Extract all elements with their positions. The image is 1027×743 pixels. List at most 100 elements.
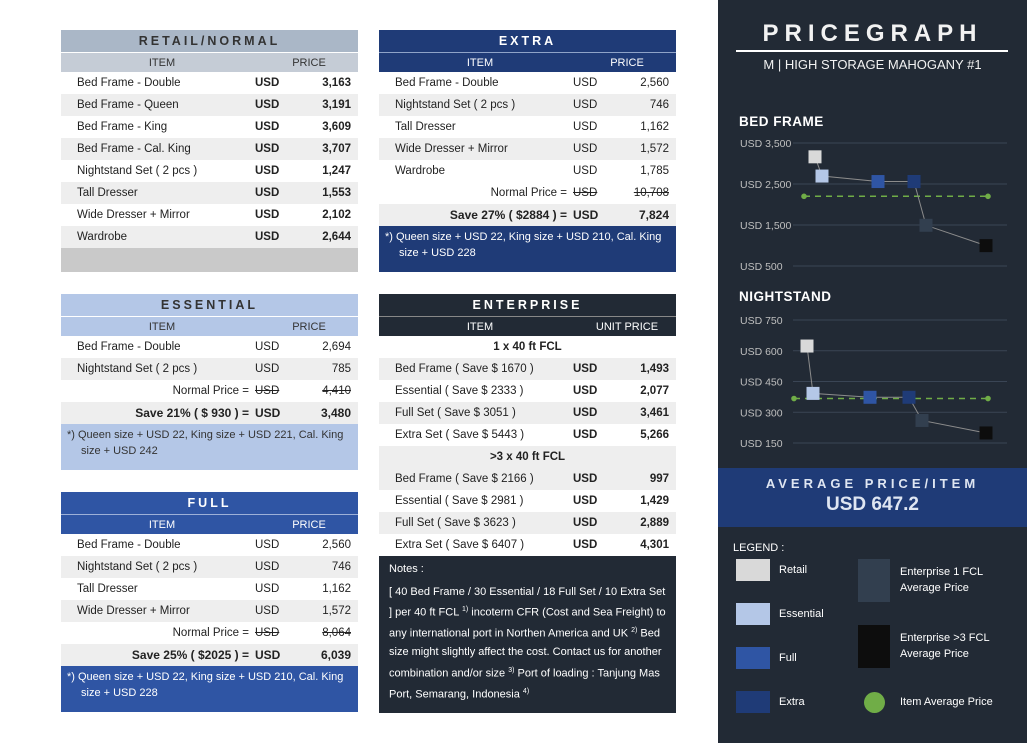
item-name: Full Set ( Save $ 3623 ) — [395, 517, 516, 529]
table-row: Bed Frame - Double USD 2,694 — [61, 336, 358, 358]
table-row: Essential ( Save $ 2333 ) USD 2,077 — [379, 380, 676, 402]
item-name: Full Set ( Save $ 3051 ) — [395, 407, 516, 419]
legend-swatch — [858, 559, 890, 602]
normal-price-value: 4,410 — [322, 385, 351, 397]
brand-divider — [736, 50, 1008, 52]
currency: USD — [573, 495, 598, 507]
table-row: Bed Frame ( Save $ 1670 ) USD 1,493 — [379, 358, 676, 380]
enterprise-column-header: ITEM UNIT PRICE — [379, 316, 676, 336]
item-price: 1,572 — [322, 605, 351, 617]
currency: USD — [573, 143, 598, 155]
table-row: Nightstand Set ( 2 pcs ) USD 746 — [61, 556, 358, 578]
full-title: FULL — [61, 492, 358, 514]
full-price-table: FULL ITEM PRICE Bed Frame - Double USD 2,5… — [61, 492, 358, 712]
nightstand-chart-title: NIGHTSTAND — [739, 289, 832, 304]
notes-part-4: Port of loading : Tanjung Mas Port, Sema… — [389, 667, 660, 701]
retail-rows: Bed Frame - Double USD 3,163 Bed Frame - Qu… — [61, 72, 358, 248]
item-name: Tall Dresser — [77, 583, 138, 595]
item-price: 3,609 — [322, 121, 351, 133]
legend-label: Enterprise 1 FCL Average Price — [900, 566, 983, 594]
normal-price-value: 10,708 — [633, 187, 669, 199]
save-label: Save 25% ( $2025 ) = — [131, 648, 249, 662]
enterprise-price-table: ENTERPRISE ITEM UNIT PRICE 1 x 40 ft FCL… — [379, 294, 676, 713]
product-subtitle: M | HIGH STORAGE MAHOGANY #1 — [763, 57, 982, 72]
item-name: Bed Frame - Double — [77, 539, 181, 551]
legend-swatch — [736, 559, 770, 581]
series-line — [806, 345, 987, 434]
extra-price-table: EXTRA ITEM PRICE Bed Frame - Double USD 2,… — [379, 30, 676, 272]
item-name: Bed Frame ( Save $ 2166 ) — [395, 473, 534, 485]
table-row: Wide Dresser + Mirror USD 2,102 — [61, 204, 358, 226]
legend-swatch — [736, 603, 770, 625]
y-tick-label: USD 3,500 — [740, 138, 792, 150]
save-label: Save 21% ( $ 930 ) = — [135, 406, 249, 420]
item-name: Bed Frame - Queen — [77, 99, 179, 111]
legend-label: Essential — [779, 608, 824, 620]
item-price: 2,889 — [640, 517, 669, 529]
table-row: Bed Frame - Double USD 2,560 — [379, 72, 676, 94]
currency: USD — [573, 517, 598, 529]
item-price: 1,247 — [322, 165, 351, 177]
column-price: PRICE — [292, 519, 326, 531]
currency: USD — [255, 99, 280, 111]
enterprise-group-1-rows: Bed Frame ( Save $ 1670 ) USD 1,493 Essenti… — [379, 358, 676, 446]
currency: USD — [255, 648, 281, 662]
item-name: Bed Frame ( Save $ 1670 ) — [395, 363, 534, 375]
currency: USD — [255, 77, 280, 89]
essential-title: ESSENTIAL — [61, 294, 358, 316]
item-price: 3,191 — [322, 99, 351, 111]
table-row: Wide Dresser + Mirror USD 1,572 — [379, 138, 676, 160]
column-price: PRICE — [610, 57, 644, 69]
item-price: 2,560 — [322, 539, 351, 551]
normal-price-label: Normal Price = — [490, 187, 567, 199]
data-point-enterprise-3-fcl — [979, 239, 993, 253]
column-item: ITEM — [466, 321, 494, 333]
table-row: Bed Frame - Double USD 3,163 — [61, 72, 358, 94]
item-price: 2,644 — [322, 231, 351, 243]
full-rows: Bed Frame - Double USD 2,560 Nightstand Set… — [61, 534, 358, 622]
notes-part-2: incoterm CFR (Cost and Sea Freight) to a… — [389, 606, 666, 640]
extra-size-note: *) Queen size + USD 22, King size + USD … — [385, 231, 662, 259]
notes-part-1: [ 40 Bed Frame / 30 Essential / 18 Full … — [389, 585, 666, 619]
data-point-extra — [902, 390, 916, 404]
save-price-value: 3,480 — [320, 406, 351, 420]
currency: USD — [573, 385, 598, 397]
average-point — [791, 395, 797, 402]
item-price: 746 — [649, 99, 669, 111]
normal-price-label: Normal Price = — [172, 627, 249, 639]
currency: USD — [255, 583, 280, 595]
data-point-essential — [806, 386, 820, 400]
item-name: Bed Frame - Double — [395, 77, 499, 89]
currency: USD — [255, 165, 280, 177]
item-price: 1,429 — [640, 495, 669, 507]
full-size-note: *) Queen size + USD 22, King size + USD … — [67, 671, 344, 699]
item-price: 2,102 — [322, 209, 351, 221]
essential-normal-price-row: Normal Price = USD 4,410 — [61, 380, 358, 402]
full-normal-price-row: Normal Price = USD 8,064 — [61, 622, 358, 644]
item-price: 1,553 — [322, 187, 351, 199]
table-row: Essential ( Save $ 2981 ) USD 1,429 — [379, 490, 676, 512]
currency: USD — [573, 187, 598, 199]
table-row: Tall Dresser USD 1,553 — [61, 182, 358, 204]
data-point-retail — [815, 169, 829, 183]
normal-price-value: 8,064 — [322, 627, 351, 639]
item-price: 1,162 — [640, 121, 669, 133]
item-name: Nightstand Set ( 2 pcs ) — [77, 165, 198, 177]
data-point-extra — [907, 175, 921, 189]
table-row: Nightstand Set ( 2 pcs ) USD 785 — [61, 358, 358, 380]
notes-body: [ 40 Bed Frame / 30 Essential / 18 Full … — [389, 583, 670, 705]
pricegraph-sidebar: PRICEGRAPH M | HIGH STORAGE MAHOGANY #1 … — [718, 0, 1027, 743]
data-point-retail — [800, 339, 814, 353]
essential-price-table: ESSENTIAL ITEM PRICE Bed Frame - Double U… — [61, 294, 358, 470]
item-price: 1,493 — [640, 363, 669, 375]
save-label: Save 27% ( $2884 ) = — [449, 208, 567, 222]
legend-swatch — [736, 691, 770, 713]
notes-ref-2: 2) — [631, 627, 638, 635]
extra-column-header: ITEM PRICE — [379, 52, 676, 72]
y-tick-label: USD 150 — [740, 438, 783, 450]
nightstand-price-chart: USD 750 USD 600 USD 450 USD 300 USD 150 — [740, 315, 1007, 450]
y-tick-label: USD 750 — [740, 315, 783, 327]
table-row: Bed Frame ( Save $ 2166 ) USD 997 — [379, 468, 676, 490]
bed-frame-price-chart: USD 3,500 USD 2,500 USD 1,500 USD 500 — [740, 138, 1007, 273]
average-price-value: USD 647.2 — [826, 494, 919, 515]
